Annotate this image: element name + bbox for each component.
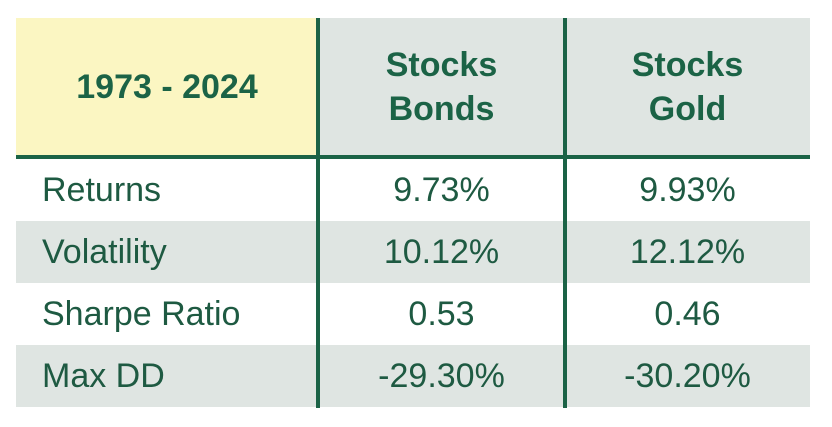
- row-label: Returns: [42, 170, 162, 209]
- cell-stocks-bonds: 10.12%: [383, 232, 500, 271]
- cell-stocks-bonds: -29.30%: [378, 356, 505, 395]
- column-header-stocks-bonds: Stocks Bonds: [318, 18, 565, 156]
- column-header-text: Stocks Bonds: [386, 43, 498, 131]
- cell-stocks-gold: 12.12%: [629, 232, 746, 271]
- column-header-line-2: Gold: [648, 90, 727, 128]
- header-divider: [16, 155, 810, 159]
- row-label: Sharpe Ratio: [42, 294, 241, 333]
- column-divider-2: [563, 18, 567, 408]
- row-label: Max DD: [42, 356, 165, 395]
- table-row-sharpe-ratio: Sharpe Ratio 0.53 0.46: [16, 283, 810, 345]
- column-header-line-1: Stocks: [631, 46, 744, 84]
- table-row-returns: Returns 9.73% 9.93%: [16, 159, 810, 221]
- row-label: Volatility: [42, 232, 167, 271]
- comparison-table: 1973 - 2024 Stocks Bonds Stocks Gold Ret…: [16, 18, 810, 408]
- cell-stocks-gold: -30.20%: [624, 356, 751, 395]
- cell-stocks-gold: 0.46: [654, 294, 721, 333]
- column-divider-1: [316, 18, 320, 408]
- cell-stocks-bonds: 0.53: [408, 294, 475, 333]
- column-header-line-1: Stocks: [385, 46, 498, 84]
- table-header-row: 1973 - 2024 Stocks Bonds Stocks Gold: [16, 18, 810, 156]
- cell-stocks-gold: 9.93%: [639, 170, 736, 209]
- period-header-cell: 1973 - 2024: [16, 18, 318, 156]
- table-row-volatility: Volatility 10.12% 12.12%: [16, 221, 810, 283]
- table-row-max-dd: Max DD -29.30% -30.20%: [16, 345, 810, 407]
- column-header-text: Stocks Gold: [632, 43, 744, 131]
- cell-stocks-bonds: 9.73%: [393, 170, 490, 209]
- period-label: 1973 - 2024: [76, 68, 258, 106]
- column-header-stocks-gold: Stocks Gold: [565, 18, 810, 156]
- column-header-line-2: Bonds: [388, 90, 495, 128]
